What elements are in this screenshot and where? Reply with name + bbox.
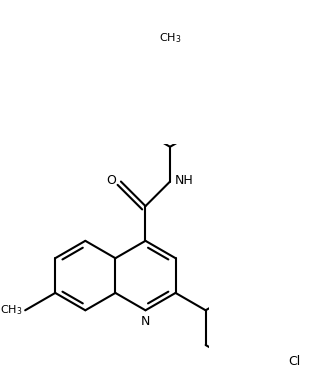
Text: CH$_3$: CH$_3$ [159, 31, 181, 45]
Text: O: O [106, 174, 116, 187]
Text: N: N [141, 315, 150, 328]
Text: Cl: Cl [288, 355, 300, 368]
Text: NH: NH [175, 174, 194, 187]
Text: CH$_3$: CH$_3$ [0, 303, 22, 317]
